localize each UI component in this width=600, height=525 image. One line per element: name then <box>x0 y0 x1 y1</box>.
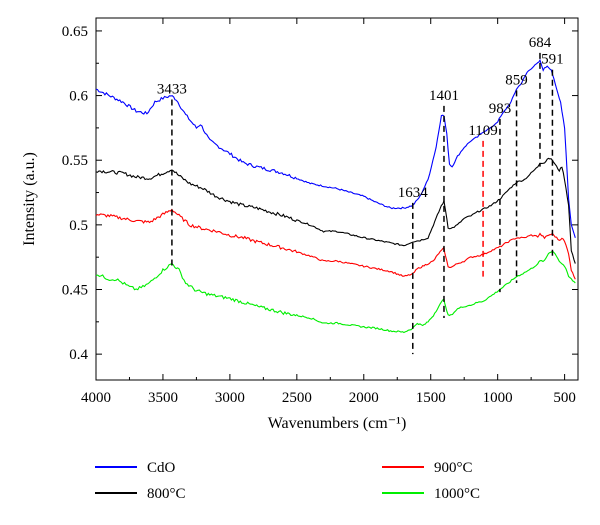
x-tick-label: 2500 <box>282 390 312 406</box>
y-tick-label: 0.5 <box>69 218 88 234</box>
x-tick-label: 3000 <box>215 390 245 406</box>
x-axis-title: Wavenumbers (cm⁻¹) <box>268 415 407 432</box>
legend-label: 900°C <box>434 460 473 476</box>
axes: 4000 3500 3000 2500 2000 1500 1000 500 0.4 0.45 0.… <box>62 17 579 406</box>
y-tick-label: 0.4 <box>69 347 88 363</box>
x-tick-label: 2000 <box>349 390 379 406</box>
x-tick-label: 4000 <box>81 390 111 406</box>
y-tick-label: 0.65 <box>62 24 88 40</box>
series-layer <box>95 58 576 334</box>
peak-label: 1109 <box>468 123 497 139</box>
legend-label: 1000°C <box>434 486 480 502</box>
peak-label: 591 <box>541 52 564 68</box>
series-line-1 <box>95 157 576 264</box>
series-line-3 <box>95 250 576 334</box>
series-line-2 <box>95 208 576 280</box>
x-tick-label: 1000 <box>483 390 513 406</box>
x-tick-label: 500 <box>553 390 576 406</box>
series-line-0 <box>95 58 576 238</box>
peak-label: 859 <box>505 72 528 88</box>
legend: CdO 800°C 900°C 1000°C <box>95 460 480 502</box>
legend-label: 800°C <box>147 486 186 502</box>
peak-label: 3433 <box>157 81 187 97</box>
y-tick-label: 0.45 <box>62 283 88 299</box>
x-tick-label: 3500 <box>148 390 178 406</box>
legend-label: CdO <box>147 460 176 476</box>
peak-label: 983 <box>489 101 512 117</box>
peak-label: 1401 <box>429 88 459 104</box>
peak-label: 1634 <box>398 185 429 201</box>
plot-frame <box>95 17 579 381</box>
y-tick-label: 0.6 <box>69 89 88 105</box>
y-axis-title: Intensity (a.u.) <box>21 152 38 246</box>
x-tick-label: 1500 <box>416 390 446 406</box>
y-tick-label: 0.55 <box>62 153 88 169</box>
peak-label: 684 <box>529 35 552 51</box>
